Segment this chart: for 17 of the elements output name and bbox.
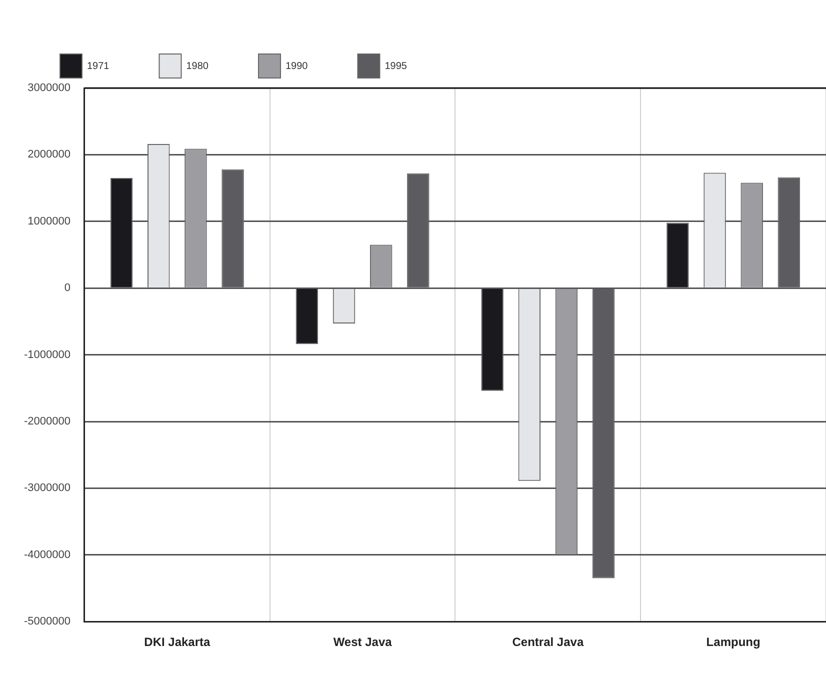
y-tick-label: 0 — [64, 282, 70, 294]
legend-label: 1980 — [186, 60, 209, 72]
y-tick-label: 3000000 — [28, 82, 70, 94]
x-tick-label: Lampung — [706, 635, 760, 650]
legend-label: 1971 — [87, 60, 110, 72]
legend-label: 1995 — [384, 60, 408, 72]
y-tick-label: -2000000 — [24, 416, 70, 428]
y-tick-label: -4000000 — [24, 548, 70, 561]
x-tick-label: West Java — [333, 635, 392, 650]
y-tick-label: -3000000 — [24, 482, 70, 494]
y-tick-label: 1000000 — [28, 215, 70, 228]
y-tick-label: -5000000 — [24, 616, 70, 628]
x-tick-label: DKI Jakarta — [144, 635, 211, 650]
legend-label: 1990 — [285, 60, 308, 72]
y-tick-label: 2000000 — [28, 148, 70, 161]
x-tick-label: Central Java — [512, 635, 584, 650]
y-tick-label: -1000000 — [24, 348, 70, 361]
